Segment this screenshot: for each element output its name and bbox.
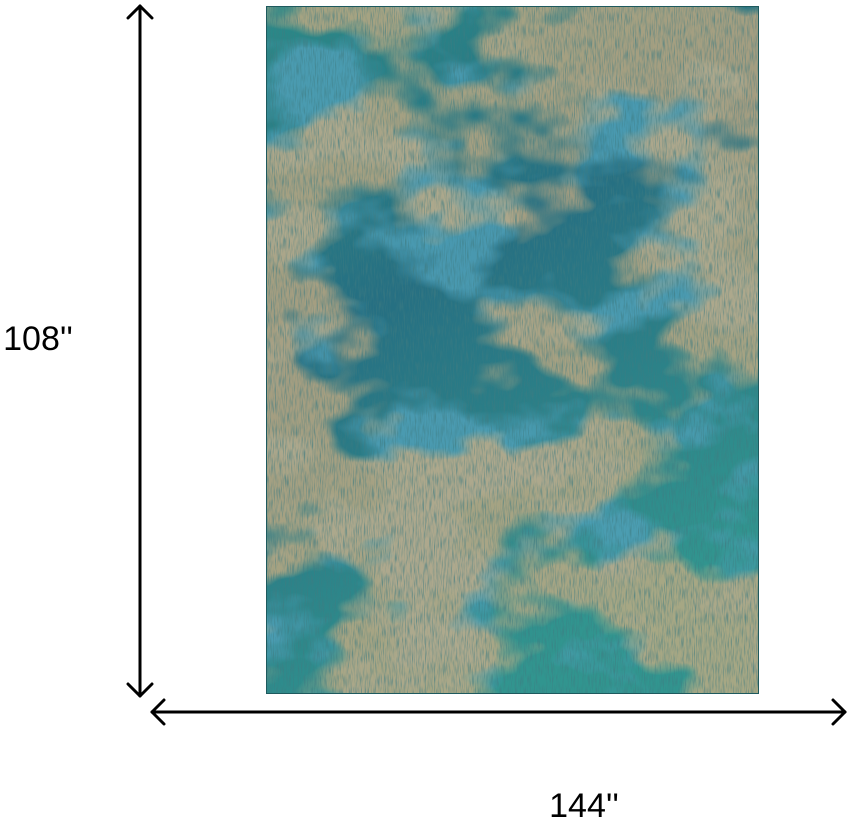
rug-grain [266, 6, 759, 694]
height-arrow [126, 4, 154, 698]
arrow-head [126, 682, 154, 698]
rug [266, 6, 759, 694]
arrow-head [150, 698, 166, 726]
arrow-head [831, 698, 847, 726]
height-label: 108'' [3, 320, 73, 358]
arrow-head [126, 4, 154, 20]
width-arrow [150, 698, 847, 726]
width-label: 144'' [549, 787, 619, 823]
rug-edge [266, 6, 759, 694]
